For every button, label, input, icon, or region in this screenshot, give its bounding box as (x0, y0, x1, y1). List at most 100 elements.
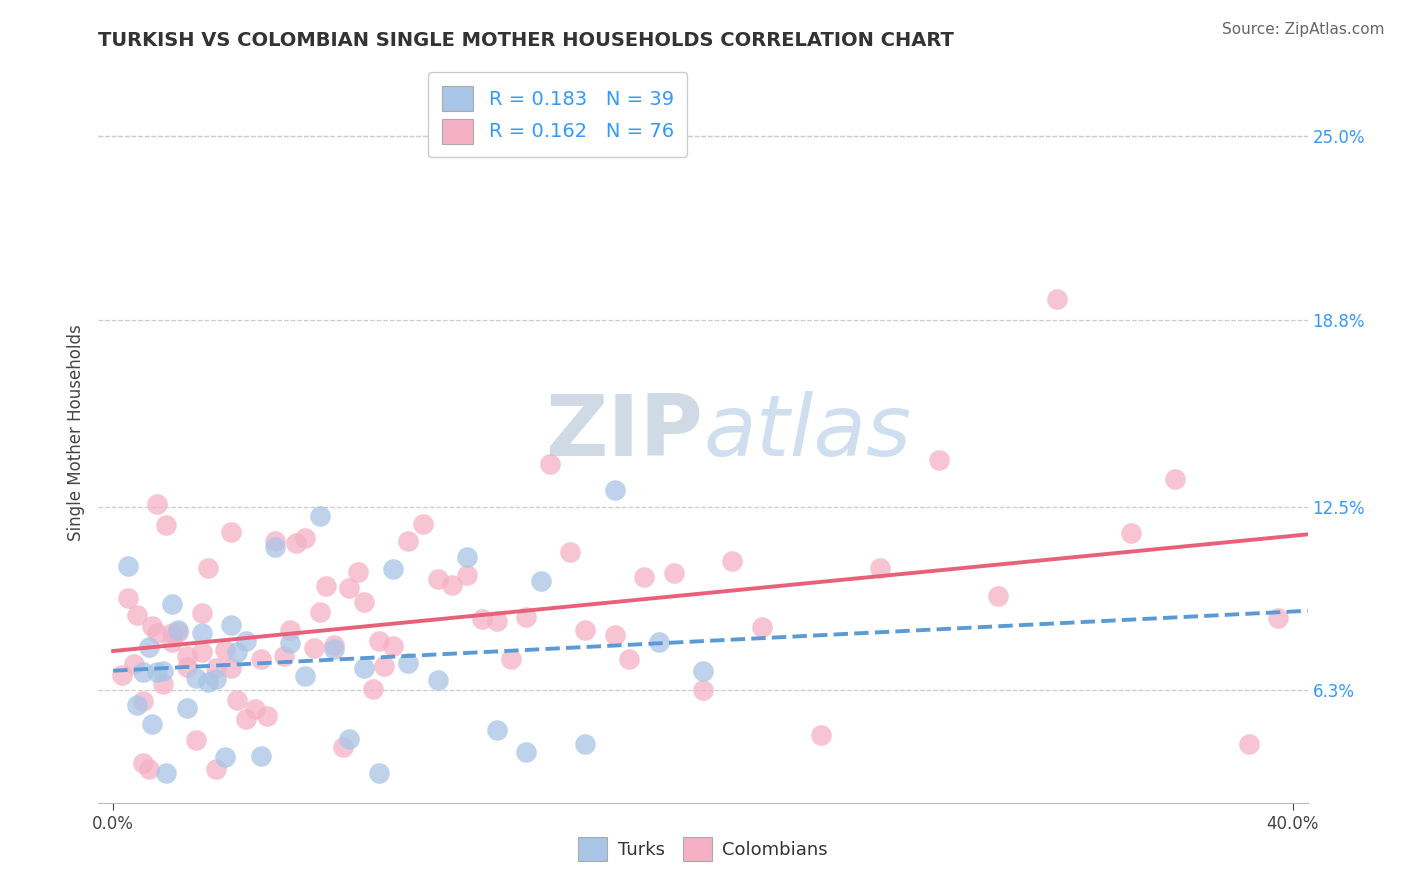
Point (294, 669, 316, 683)
Point (285, 535, 308, 549)
Point (131, 756, 153, 770)
Point (205, 672, 228, 686)
Point (131, 665, 153, 679)
Point (485, 723, 508, 738)
Point (155, 766, 177, 780)
Point (412, 516, 434, 531)
Point (205, 762, 228, 776)
Point (648, 635, 671, 649)
Point (249, 749, 271, 764)
Point (219, 525, 242, 540)
Point (662, 566, 685, 580)
Point (190, 606, 212, 620)
Point (315, 578, 337, 592)
Point (256, 709, 278, 723)
Point (190, 645, 212, 659)
Point (456, 549, 478, 564)
Point (353, 661, 375, 675)
Point (538, 457, 561, 471)
Point (160, 626, 183, 640)
Point (197, 674, 219, 689)
Point (146, 665, 169, 679)
Point (347, 565, 370, 579)
Point (117, 591, 139, 606)
Point (603, 483, 626, 498)
Point (426, 673, 449, 687)
Point (146, 497, 169, 511)
Point (692, 664, 714, 678)
Point (160, 597, 183, 611)
Point (117, 559, 139, 574)
Point (190, 625, 212, 640)
Point (869, 560, 891, 574)
Point (278, 623, 301, 637)
Point (176, 660, 198, 674)
Point (456, 568, 478, 582)
Point (1119, 526, 1142, 541)
Point (184, 671, 207, 685)
Point (1046, 293, 1069, 307)
Point (167, 623, 190, 637)
Point (396, 656, 419, 670)
Point (141, 717, 163, 731)
Point (184, 733, 207, 747)
Point (692, 682, 714, 697)
Point (264, 533, 287, 548)
Point (273, 648, 295, 663)
Point (501, 651, 523, 665)
Point (337, 731, 360, 746)
Point (235, 712, 257, 726)
Point (302, 641, 325, 656)
Y-axis label: Single Mother Households: Single Mother Households (66, 325, 84, 541)
Point (361, 681, 384, 696)
Point (337, 582, 360, 596)
Point (146, 625, 169, 640)
Point (122, 657, 145, 672)
Point (928, 453, 950, 467)
Point (167, 624, 190, 639)
Point (152, 677, 174, 691)
Point (138, 762, 160, 776)
Point (235, 634, 257, 648)
Point (382, 562, 405, 576)
Point (515, 746, 537, 760)
Point (441, 578, 464, 592)
Point (214, 643, 236, 657)
Text: ZIP: ZIP (546, 391, 703, 475)
Point (111, 668, 134, 682)
Point (138, 640, 160, 654)
Legend: Turks, Colombians: Turks, Colombians (571, 830, 835, 868)
Point (131, 694, 153, 708)
Point (226, 693, 249, 707)
Point (308, 606, 330, 620)
Point (367, 633, 389, 648)
Point (485, 614, 508, 628)
Point (243, 702, 266, 716)
Point (987, 589, 1010, 603)
Text: Source: ZipAtlas.com: Source: ZipAtlas.com (1222, 22, 1385, 37)
Point (125, 698, 148, 713)
Point (530, 574, 553, 589)
Point (619, 652, 641, 666)
Point (197, 560, 219, 574)
Point (323, 638, 346, 652)
Point (751, 620, 773, 634)
Point (219, 661, 242, 675)
Point (155, 517, 177, 532)
Point (249, 652, 271, 666)
Point (382, 639, 405, 653)
Point (152, 664, 174, 678)
Point (373, 659, 395, 673)
Point (125, 608, 148, 623)
Point (721, 554, 744, 568)
Point (219, 618, 242, 632)
Point (278, 635, 301, 649)
Point (160, 635, 183, 649)
Point (332, 740, 354, 755)
Point (396, 533, 419, 548)
Point (515, 610, 537, 624)
Point (264, 541, 287, 555)
Text: atlas: atlas (703, 391, 911, 475)
Point (560, 545, 582, 559)
Point (176, 701, 198, 715)
